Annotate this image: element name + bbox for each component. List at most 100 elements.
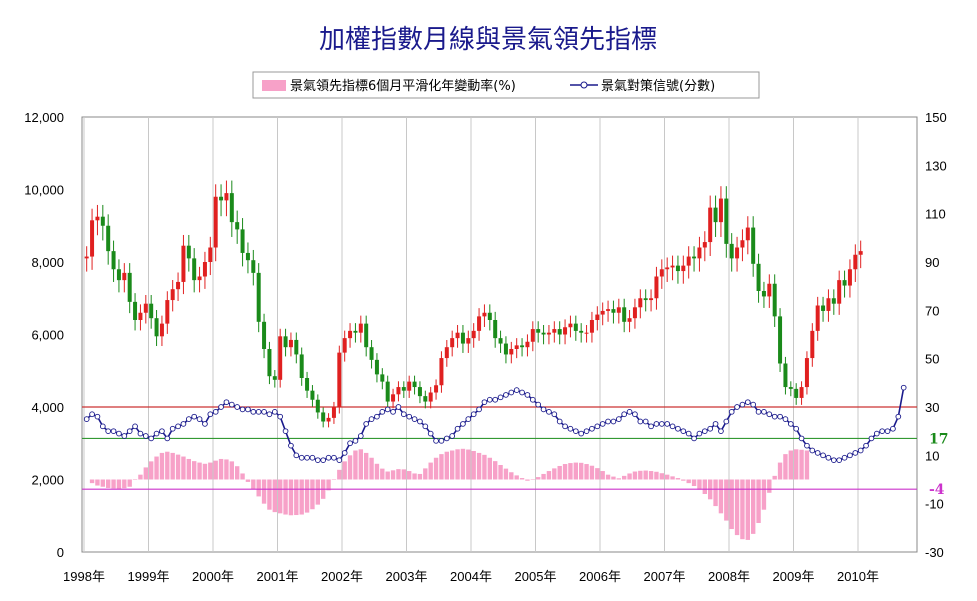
leading-index-bar [267, 479, 272, 510]
signal-point [658, 421, 665, 427]
right-tick-label: 10 [925, 448, 939, 463]
left-tick-label: 12,000 [24, 110, 64, 125]
signal-point [701, 428, 708, 435]
signal-point [529, 396, 536, 403]
leading-index-bar [788, 450, 794, 480]
signal-point [820, 452, 826, 459]
leading-index-bar [734, 479, 740, 536]
signal-point [830, 457, 837, 464]
signal-point [374, 413, 380, 420]
signal-point [809, 447, 816, 454]
candle-body [643, 298, 648, 301]
leading-index-bar [444, 451, 450, 480]
leading-index-bar [535, 477, 541, 480]
candle-body [369, 347, 374, 360]
signal-point [153, 430, 160, 437]
candle-body [434, 385, 439, 393]
left-tick-label: 2,000 [31, 473, 64, 488]
x-tick-label: 2001年 [257, 569, 299, 584]
legend-line-label: 景氣對策信號(分數) [601, 78, 715, 94]
signal-point [847, 452, 853, 459]
candle-body [530, 329, 535, 342]
leading-index-bar [380, 468, 385, 480]
leading-index-bar [412, 473, 417, 480]
signal-point [331, 454, 337, 461]
leading-index-bar [181, 456, 186, 480]
signal-point [417, 418, 423, 425]
left-tick-label: 0 [57, 545, 64, 560]
signal-point [390, 408, 396, 415]
candle-body [380, 374, 385, 382]
signal-point [723, 418, 730, 425]
candle-body [100, 216, 105, 226]
candle-body [202, 262, 207, 277]
candle-body [251, 260, 256, 273]
candle-body [563, 327, 568, 335]
candle-body [751, 227, 756, 264]
leading-index-bar [713, 479, 718, 507]
candle-body [111, 251, 116, 270]
candle-body [176, 281, 181, 290]
candle-body [627, 318, 632, 322]
leading-index-bar [750, 479, 756, 534]
signal-point [642, 418, 649, 425]
candle-body [761, 291, 766, 297]
candle-body [331, 407, 336, 418]
signal-point [89, 411, 95, 418]
leading-index-bar [686, 479, 691, 484]
signal-point [406, 413, 413, 420]
right-axis-ticks: -30 -10 10 30 50 70 90 110 130 150 [925, 110, 947, 560]
candle-body [520, 345, 525, 348]
right-tick-label: 90 [925, 255, 939, 270]
right-tick-label: 70 [925, 303, 939, 318]
signal-point [261, 408, 267, 415]
signal-point [890, 425, 896, 432]
candle-body [810, 330, 815, 359]
signal-point [175, 423, 181, 430]
signal-point [83, 416, 90, 422]
leading-index-bar [159, 452, 165, 480]
leading-index-bar [476, 452, 482, 480]
candle-body [536, 329, 541, 333]
signal-point [707, 425, 714, 432]
candle-body [149, 303, 154, 319]
leading-index-bar [406, 471, 412, 480]
candle-body [509, 349, 514, 355]
signal-point [207, 411, 214, 418]
signal-point [535, 401, 542, 408]
candle-body [364, 323, 369, 348]
signal-point [868, 435, 875, 442]
candle-body [858, 251, 863, 255]
candle-body [262, 321, 267, 349]
signal-point [825, 454, 832, 461]
signal-point [675, 425, 681, 432]
leading-index-bar [498, 465, 503, 480]
leading-index-bar [799, 449, 804, 480]
leading-index-bar [519, 478, 525, 480]
leading-index-bars [89, 448, 810, 540]
candle-body [460, 332, 465, 344]
candle-body [541, 332, 546, 335]
leading-index-bar [417, 473, 423, 480]
candle-body [245, 252, 250, 261]
candle-body [718, 198, 723, 223]
candle-body [444, 347, 449, 359]
candle-body [815, 305, 820, 331]
leading-index-bar [487, 457, 493, 480]
signal-point [137, 430, 144, 437]
signal-point [680, 428, 687, 435]
leading-index-bar [224, 459, 229, 480]
signal-point [470, 411, 477, 418]
leading-index-bar [116, 479, 122, 490]
signal-point [99, 423, 106, 430]
candle-body [595, 314, 600, 320]
candle-body [283, 336, 288, 348]
candle-body [407, 381, 412, 391]
candle-body [821, 305, 826, 311]
candle-body [842, 280, 847, 286]
candle-body [272, 376, 277, 380]
leading-index-bar [573, 462, 579, 480]
leading-index-bar [363, 452, 369, 480]
signal-point [696, 430, 703, 437]
candle-body [219, 196, 224, 201]
